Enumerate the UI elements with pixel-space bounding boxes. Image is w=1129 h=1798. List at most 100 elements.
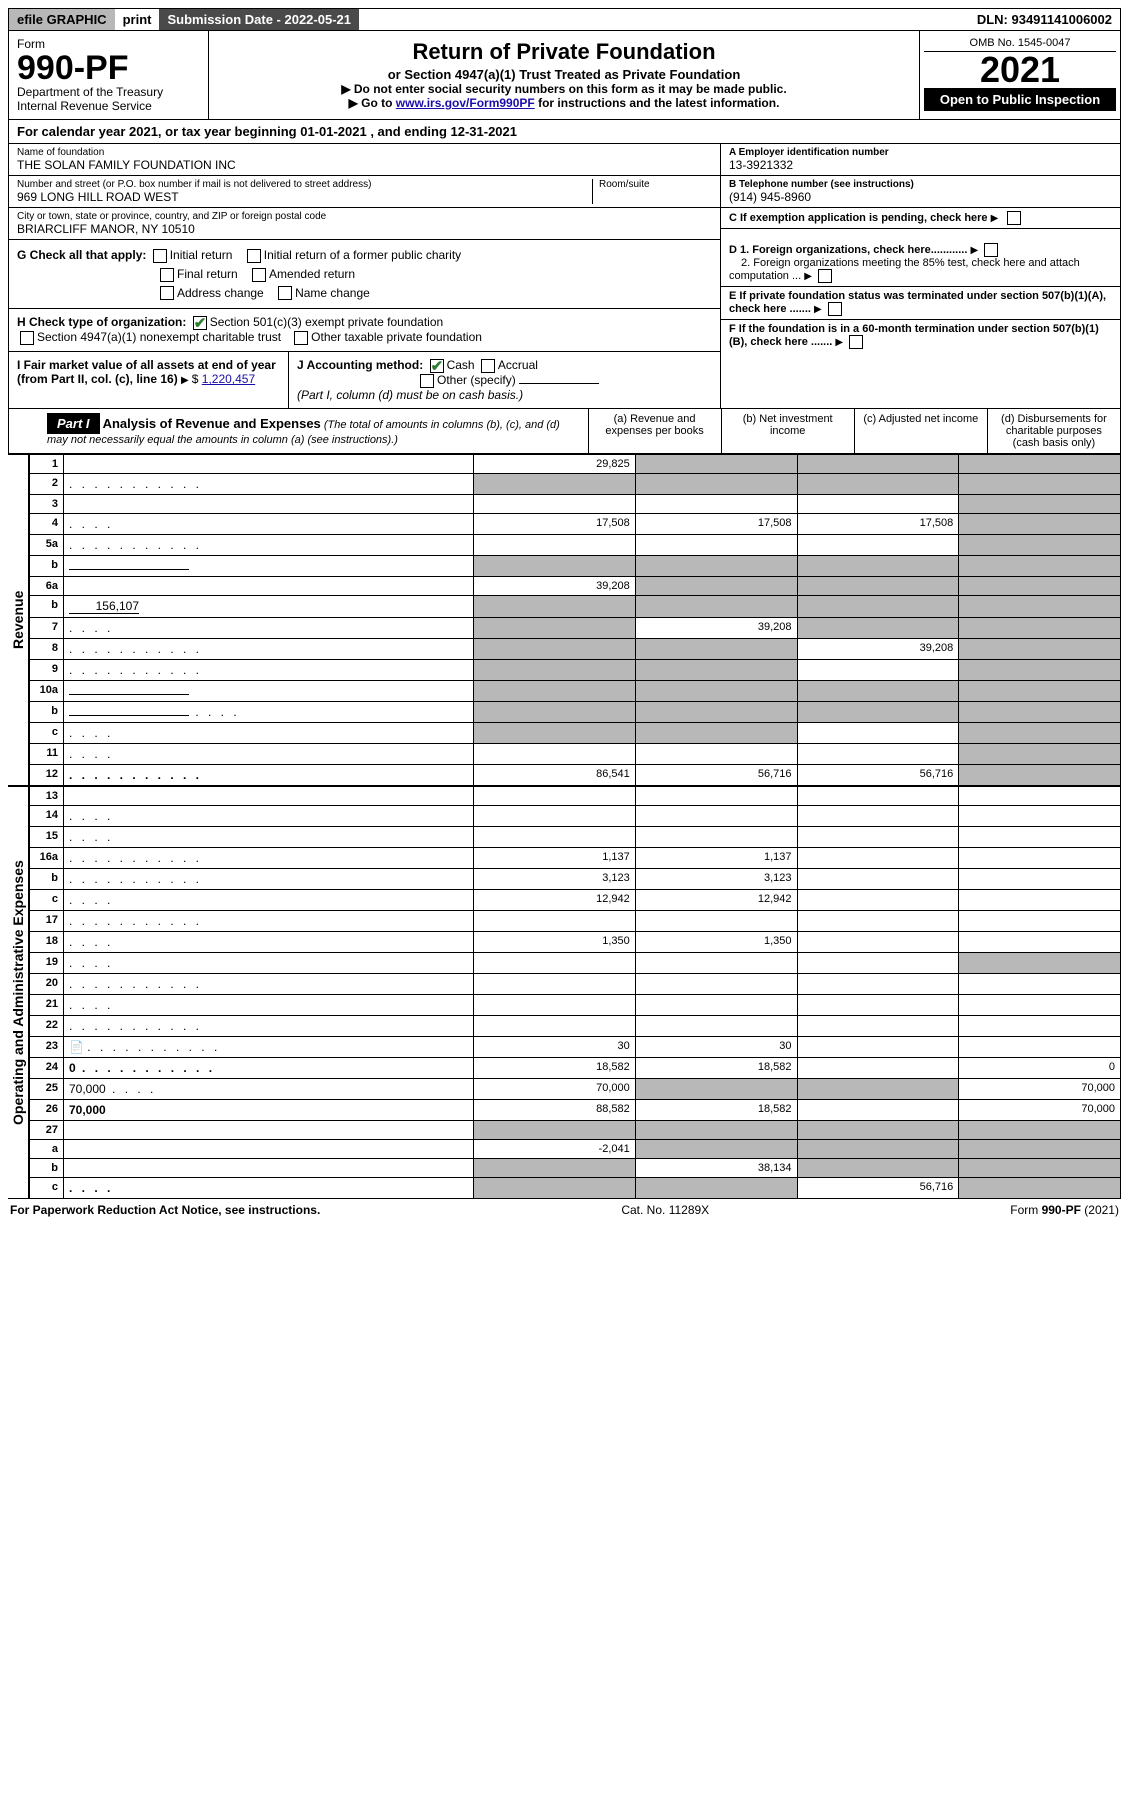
form-number: 990-PF: [17, 51, 200, 85]
line-number: 6a: [30, 576, 64, 595]
line-description: [64, 868, 474, 889]
cell-c: [797, 1015, 959, 1036]
cell-c: [797, 826, 959, 847]
g-initial-return-checkbox[interactable]: [153, 249, 167, 263]
revenue-section: Revenue 129,82523417,50817,50817,5085ab …: [8, 454, 1121, 786]
table-row: b 156,107: [30, 595, 1121, 617]
cell-b: [635, 1139, 797, 1158]
table-row: 22: [30, 1015, 1121, 1036]
table-row: 27: [30, 1120, 1121, 1139]
e-checkbox[interactable]: [828, 302, 842, 316]
line-description: [64, 494, 474, 513]
form-link[interactable]: www.irs.gov/Form990PF: [396, 96, 535, 110]
d1-checkbox[interactable]: [984, 243, 998, 257]
table-row: 10a: [30, 680, 1121, 701]
cell-a: [474, 494, 636, 513]
line-number: 2: [30, 473, 64, 494]
cell-a: [474, 1120, 636, 1139]
line-number: 5a: [30, 534, 64, 555]
j-section: J Accounting method: Cash Accrual Other …: [289, 352, 720, 408]
cell-c: [797, 473, 959, 494]
cell-b: 18,582: [635, 1057, 797, 1078]
table-row: 15: [30, 826, 1121, 847]
cell-d: [959, 931, 1121, 952]
cell-d: [959, 1177, 1121, 1198]
h-4947-checkbox[interactable]: [20, 331, 34, 345]
g-final-return-checkbox[interactable]: [160, 268, 174, 282]
table-row: 14: [30, 805, 1121, 826]
col-b-header: (b) Net investment income: [721, 409, 854, 453]
cell-c: [797, 931, 959, 952]
line-number: 26: [30, 1099, 64, 1120]
cell-b: 30: [635, 1036, 797, 1057]
cell-d: [959, 534, 1121, 555]
line-description: [64, 826, 474, 847]
cell-a: [474, 701, 636, 722]
g-initial-former-checkbox[interactable]: [247, 249, 261, 263]
cell-d: [959, 659, 1121, 680]
cell-c: [797, 1057, 959, 1078]
line-description: [64, 889, 474, 910]
j-accrual-checkbox[interactable]: [481, 359, 495, 373]
cell-d: [959, 973, 1121, 994]
table-row: 5a: [30, 534, 1121, 555]
f-checkbox[interactable]: [849, 335, 863, 349]
line-number: 20: [30, 973, 64, 994]
cell-a: [474, 1177, 636, 1198]
cell-c: [797, 1036, 959, 1057]
part1-badge: Part I: [47, 413, 100, 434]
h-501c3-checkbox[interactable]: [193, 316, 207, 330]
line-number: 19: [30, 952, 64, 973]
city-cell: City or town, state or province, country…: [9, 208, 720, 240]
cell-c: 39,208: [797, 638, 959, 659]
line-description: [64, 454, 474, 473]
line-description: [64, 764, 474, 785]
cell-c: [797, 555, 959, 576]
g-address-change-checkbox[interactable]: [160, 286, 174, 300]
line-number: c: [30, 889, 64, 910]
cell-d: [959, 764, 1121, 785]
line-description: [64, 680, 474, 701]
table-row: 839,208: [30, 638, 1121, 659]
cell-c: [797, 1120, 959, 1139]
ein-cell: A Employer identification number 13-3921…: [721, 144, 1120, 176]
efile-label: efile GRAPHIC: [9, 9, 115, 30]
line-number: 16a: [30, 847, 64, 868]
print-label[interactable]: print: [115, 9, 160, 30]
j-other-checkbox[interactable]: [420, 374, 434, 388]
footer-mid: Cat. No. 11289X: [621, 1203, 709, 1217]
line-number: 18: [30, 931, 64, 952]
cell-b: [635, 555, 797, 576]
expenses-table: 13141516a1,1371,137b3,1233,123c12,94212,…: [29, 786, 1121, 1199]
g-amended-checkbox[interactable]: [252, 268, 266, 282]
line-number: 1: [30, 454, 64, 473]
cell-c: [797, 454, 959, 473]
cell-b: [635, 576, 797, 595]
attachment-icon[interactable]: [69, 1040, 84, 1054]
j-cash-checkbox[interactable]: [430, 359, 444, 373]
check-section: G Check all that apply: Initial return I…: [8, 240, 1121, 409]
line-description: [64, 1177, 474, 1198]
cell-d: [959, 910, 1121, 931]
fmv-value[interactable]: 1,220,457: [202, 372, 255, 386]
cell-d: [959, 513, 1121, 534]
cell-d: [959, 473, 1121, 494]
address-cell: Number and street (or P.O. box number if…: [9, 176, 720, 208]
line-description: [64, 1015, 474, 1036]
c-checkbox[interactable]: [1007, 211, 1021, 225]
cell-a: 70,000: [474, 1078, 636, 1099]
table-row: 1286,54156,71656,716: [30, 764, 1121, 785]
header-mid: Return of Private Foundation or Section …: [209, 31, 920, 119]
cell-a: [474, 534, 636, 555]
line-number: 12: [30, 764, 64, 785]
line-number: 22: [30, 1015, 64, 1036]
line-number: 4: [30, 513, 64, 534]
cell-d: [959, 722, 1121, 743]
line-number: 10a: [30, 680, 64, 701]
d2-checkbox[interactable]: [818, 269, 832, 283]
g-name-change-checkbox[interactable]: [278, 286, 292, 300]
table-row: c: [30, 722, 1121, 743]
i-section: I Fair market value of all assets at end…: [9, 352, 289, 408]
cell-a: 17,508: [474, 513, 636, 534]
h-other-checkbox[interactable]: [294, 331, 308, 345]
